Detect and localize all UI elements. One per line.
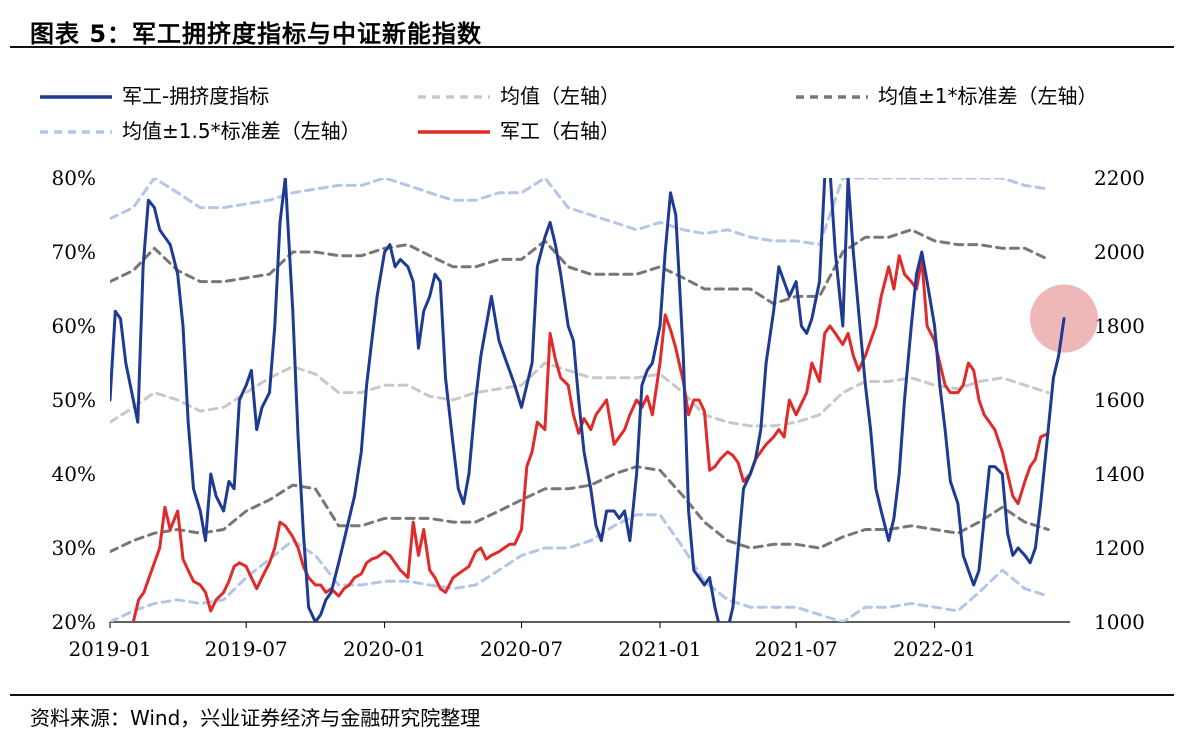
x-tick-label: 2022-01 xyxy=(893,637,976,661)
legend-label: 军工（右轴） xyxy=(500,119,620,143)
y-right-tick-label: 1800 xyxy=(1094,314,1145,338)
top-rule xyxy=(10,46,1174,48)
series-layer xyxy=(110,178,1066,622)
x-tick-label: 2020-01 xyxy=(343,637,426,661)
series-line-4 xyxy=(131,254,1050,622)
x-tick-label: 2021-07 xyxy=(755,637,838,661)
y-right-tick-label: 1400 xyxy=(1094,462,1145,486)
y-right-tick-label: 1000 xyxy=(1094,610,1145,634)
y-right-tick-label: 1200 xyxy=(1094,536,1145,560)
y-left-tick-label: 30% xyxy=(52,536,96,560)
legend-label: 均值±1.5*标准差（左轴） xyxy=(122,119,361,143)
y-left-tick-label: 40% xyxy=(52,462,96,486)
series-line-3-lower xyxy=(110,513,1050,622)
y-right-tick-label: 2200 xyxy=(1094,166,1145,190)
chart-title: 图表 5：军工拥挤度指标与中证新能指数 xyxy=(30,20,483,48)
y-left-tick-label: 20% xyxy=(52,610,96,634)
x-tick-label: 2021-01 xyxy=(618,637,701,661)
y-right-tick-label: 2000 xyxy=(1094,240,1145,264)
series-line-2 xyxy=(110,228,1050,306)
axes: 20% 30% 40% 50% 60% 70% 80% 1000 1200 1400 1600 180… xyxy=(52,166,1145,661)
y-right-tick-label: 1600 xyxy=(1094,388,1145,412)
series-line-1 xyxy=(110,361,1050,428)
legend-label: 军工-拥挤度指标 xyxy=(122,84,269,108)
y-left-tick-label: 60% xyxy=(52,314,96,338)
y-left-tick-label: 80% xyxy=(52,166,96,190)
series-line-2-lower xyxy=(110,465,1050,554)
source-note: 资料来源：Wind，兴业证券经济与金融研究院整理 xyxy=(30,706,481,730)
series-line-3 xyxy=(110,178,1050,247)
bottom-rule xyxy=(10,694,1174,696)
legend-label: 均值（左轴） xyxy=(500,84,620,108)
legend-label: 均值±1*标准差（左轴） xyxy=(878,84,1097,108)
x-tick-label: 2019-07 xyxy=(205,637,288,661)
legend: 军工-拥挤度指标 均值（左轴） 均值±1*标准差（左轴） 均值±1.5*标准差（左轴）… xyxy=(40,84,1097,143)
y-left-tick-label: 70% xyxy=(52,240,96,264)
x-tick-label: 2019-01 xyxy=(68,637,151,661)
series-line-0 xyxy=(110,178,1066,622)
y-left-tick-label: 50% xyxy=(52,388,96,412)
x-tick-label: 2020-07 xyxy=(480,637,563,661)
